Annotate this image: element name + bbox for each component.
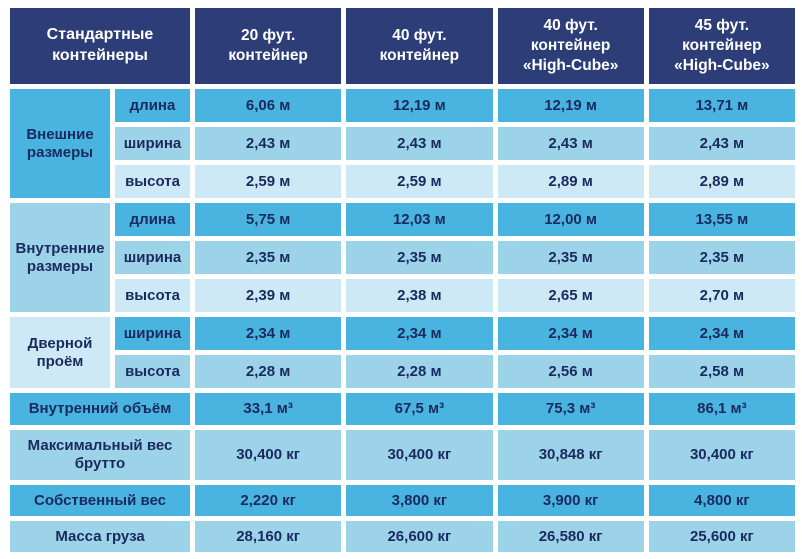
summary-label-cargo-weight: Масса груза: [10, 521, 190, 552]
value-cell: 30,848 кг: [497, 430, 644, 480]
header-40ft-high-cube: 40 фут. контейнер «High-Cube»: [497, 8, 644, 84]
value-cell: 2,34 м: [346, 317, 493, 350]
summary-label-tare-weight: Собственный вес: [10, 485, 190, 516]
value-cell: 2,43 м: [346, 127, 493, 160]
value-cell: 13,55 м: [648, 203, 795, 236]
value-cell: 2,65 м: [497, 279, 644, 312]
value-cell: 12,00 м: [497, 203, 644, 236]
header-40ft-container: 40 фут. контейнер: [346, 8, 493, 84]
value-cell: 2,89 м: [497, 165, 644, 198]
value-cell: 12,19 м: [497, 89, 644, 122]
value-cell: 13,71 м: [648, 89, 795, 122]
value-cell: 26,580 кг: [497, 521, 644, 552]
param-label-cell: длина: [115, 203, 190, 236]
param-label-cell: ширина: [115, 241, 190, 274]
value-cell: 2,34 м: [497, 317, 644, 350]
value-cell: 30,400 кг: [195, 430, 342, 480]
param-label-cell: высота: [115, 165, 190, 198]
value-cell: 30,400 кг: [346, 430, 493, 480]
value-cell: 2,38 м: [346, 279, 493, 312]
value-cell: 2,59 м: [346, 165, 493, 198]
value-cell: 3,900 кг: [497, 485, 644, 516]
value-cell: 2,34 м: [648, 317, 795, 350]
value-cell: 2,34 м: [195, 317, 342, 350]
value-cell: 67,5 м³: [346, 393, 493, 425]
group-label-internal-dimensions: Внутренние размеры: [10, 203, 110, 312]
value-cell: 26,600 кг: [346, 521, 493, 552]
value-cell: 2,56 м: [497, 355, 644, 388]
header-standard-containers: Стандартные контейнеры: [10, 8, 190, 84]
value-cell: 30,400 кг: [648, 430, 795, 480]
param-label-cell: длина: [115, 89, 190, 122]
value-cell: 12,03 м: [346, 203, 493, 236]
header-20ft-container: 20 фут. контейнер: [195, 8, 342, 84]
value-cell: 2,35 м: [648, 241, 795, 274]
value-cell: 2,28 м: [195, 355, 342, 388]
header-45ft-high-cube: 45 фут. контейнер «High-Cube»: [648, 8, 795, 84]
value-cell: 2,35 м: [195, 241, 342, 274]
value-cell: 25,600 кг: [648, 521, 795, 552]
value-cell: 6,06 м: [195, 89, 342, 122]
summary-label-internal-volume: Внутренний объём: [10, 393, 190, 425]
value-cell: 2,39 м: [195, 279, 342, 312]
param-label-cell: ширина: [115, 127, 190, 160]
value-cell: 2,43 м: [648, 127, 795, 160]
value-cell: 2,35 м: [346, 241, 493, 274]
value-cell: 86,1 м³: [648, 393, 795, 425]
value-cell: 4,800 кг: [648, 485, 795, 516]
param-label-cell: ширина: [115, 317, 190, 350]
value-cell: 3,800 кг: [346, 485, 493, 516]
value-cell: 2,59 м: [195, 165, 342, 198]
value-cell: 2,58 м: [648, 355, 795, 388]
param-label-cell: высота: [115, 279, 190, 312]
value-cell: 5,75 м: [195, 203, 342, 236]
value-cell: 12,19 м: [346, 89, 493, 122]
param-label-cell: высота: [115, 355, 190, 388]
value-cell: 33,1 м³: [195, 393, 342, 425]
value-cell: 2,28 м: [346, 355, 493, 388]
value-cell: 2,89 м: [648, 165, 795, 198]
value-cell: 75,3 м³: [497, 393, 644, 425]
summary-label-max-gross-weight: Максимальный вес брутто: [10, 430, 190, 480]
group-label-door-opening: Дверной проём: [10, 317, 110, 388]
value-cell: 2,70 м: [648, 279, 795, 312]
value-cell: 2,35 м: [497, 241, 644, 274]
value-cell: 2,43 м: [195, 127, 342, 160]
value-cell: 28,160 кг: [195, 521, 342, 552]
value-cell: 2,43 м: [497, 127, 644, 160]
value-cell: 2,220 кг: [195, 485, 342, 516]
group-label-external-dimensions: Внешние размеры: [10, 89, 110, 198]
